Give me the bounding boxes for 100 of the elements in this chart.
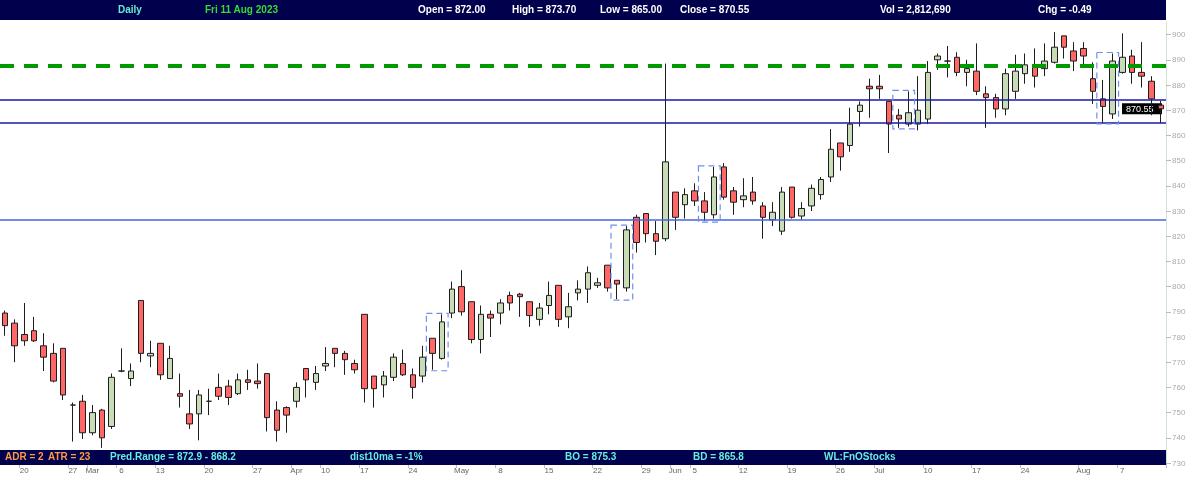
candlestick — [575, 279, 581, 301]
x-tick-label: Mar — [85, 465, 100, 475]
candlestick — [245, 369, 251, 391]
candlestick — [400, 349, 406, 377]
candlestick — [614, 279, 620, 300]
candlestick — [789, 186, 795, 220]
candlestick — [526, 301, 533, 328]
candlestick — [964, 59, 970, 87]
candlestick — [40, 332, 47, 372]
candlestick — [313, 365, 319, 391]
candlestick — [750, 176, 756, 206]
header-panel: Daily Fri 11 Aug 2023 Open = 872.00 High = 873.70 Low = 865.00 Close = 870.55 Vol = 2,812,690 Chg = -0.49 — [0, 0, 1166, 20]
candlestick — [167, 345, 173, 380]
y-tick-label: 830 — [1172, 206, 1186, 216]
candlestick — [196, 389, 202, 441]
candlestick — [954, 51, 960, 77]
candlestick — [886, 100, 892, 154]
x-tick-label: 10 — [321, 465, 331, 475]
x-tick-label: Aug — [1076, 465, 1091, 475]
candlestick — [303, 368, 309, 398]
y-tick-label: 890 — [1172, 55, 1186, 65]
x-tick-label: 13 — [155, 465, 166, 475]
candlestick — [721, 162, 727, 201]
annotation: WL:FnOStocks — [824, 451, 896, 462]
candlestick — [1051, 31, 1058, 65]
chart-title: Daily — [118, 4, 142, 15]
candlestick — [439, 313, 445, 361]
candlestick — [857, 100, 863, 128]
candlestick — [633, 214, 640, 254]
candlestick — [147, 340, 154, 368]
candlestick — [50, 342, 57, 383]
candlestick — [808, 184, 815, 212]
annotation: ADR = 2 — [5, 451, 44, 462]
candlestick — [351, 359, 358, 375]
candlestick — [585, 265, 591, 304]
x-tick-label: 20 — [204, 465, 214, 475]
chart-subtitle: Fri 11 Aug 2023 — [205, 4, 278, 15]
x-tick-label: 7 — [1120, 465, 1126, 475]
candlestick — [381, 370, 387, 398]
y-tick-label: 840 — [1172, 181, 1186, 191]
candlestick — [711, 166, 717, 220]
candlestick — [60, 347, 66, 401]
x-tick-label: May — [453, 465, 470, 475]
candlestick — [691, 182, 698, 207]
candlestick — [322, 346, 329, 372]
candlestick — [390, 352, 397, 382]
x-tick-label: Apr — [290, 465, 303, 475]
candlestick — [157, 342, 164, 381]
x-tick-label: 27 — [253, 465, 263, 475]
candlestick — [274, 400, 280, 443]
candlestick — [944, 45, 951, 78]
candlestick — [361, 313, 368, 404]
y-tick-label: 800 — [1172, 282, 1186, 292]
candlestick — [429, 337, 436, 371]
candlestick — [21, 302, 28, 347]
candlestick — [760, 201, 766, 240]
y-tick-label: 850 — [1172, 156, 1186, 166]
candlestick — [934, 53, 941, 71]
candlestick — [896, 108, 902, 129]
candlestick — [138, 299, 144, 363]
x-tick-label: Jun — [668, 465, 682, 475]
candlestick — [2, 310, 8, 337]
candlestick — [653, 220, 659, 256]
x-tick-label: 15 — [544, 465, 554, 475]
candlestick — [410, 368, 416, 400]
x-tick-label: 26 — [836, 465, 846, 475]
y-tick-label: 860 — [1172, 130, 1186, 140]
x-tick-label: 20 — [19, 465, 30, 475]
x-tick-label: 19 — [787, 465, 797, 475]
y-tick-label: 750 — [1172, 408, 1186, 418]
annotation: BO = 875.3 — [565, 451, 617, 462]
candlestick — [740, 177, 747, 208]
x-tick-label: 24 — [1020, 465, 1031, 475]
candlestick — [283, 405, 290, 434]
x-tick-label: 27 — [68, 465, 78, 475]
candlestick — [876, 74, 883, 100]
x-tick-label: 6 — [119, 465, 125, 475]
candlestick — [108, 373, 115, 430]
candlestick — [1061, 35, 1067, 60]
x-tick-label: Jul — [874, 465, 885, 475]
annotation: dist10ma = -1% — [350, 451, 423, 462]
candlestick — [186, 389, 193, 430]
candlestick — [925, 60, 931, 125]
x-tick-label: 12 — [738, 465, 749, 475]
y-tick-label: 880 — [1172, 80, 1186, 90]
candlestick — [769, 201, 776, 227]
candlestick — [983, 85, 989, 129]
candlestick — [332, 347, 338, 368]
candlestick — [701, 191, 708, 222]
candlestick — [89, 404, 96, 436]
x-tick-label: 10 — [923, 465, 933, 475]
candlestick — [31, 316, 37, 343]
x-tick-label: 22 — [593, 465, 603, 475]
y-tick-label: 870 — [1172, 105, 1186, 115]
candlestick — [1138, 41, 1145, 89]
candlestick — [682, 187, 688, 220]
candlestick — [458, 269, 465, 317]
candlestick — [177, 373, 183, 409]
candlestick — [672, 191, 679, 231]
candlestick — [254, 362, 261, 390]
